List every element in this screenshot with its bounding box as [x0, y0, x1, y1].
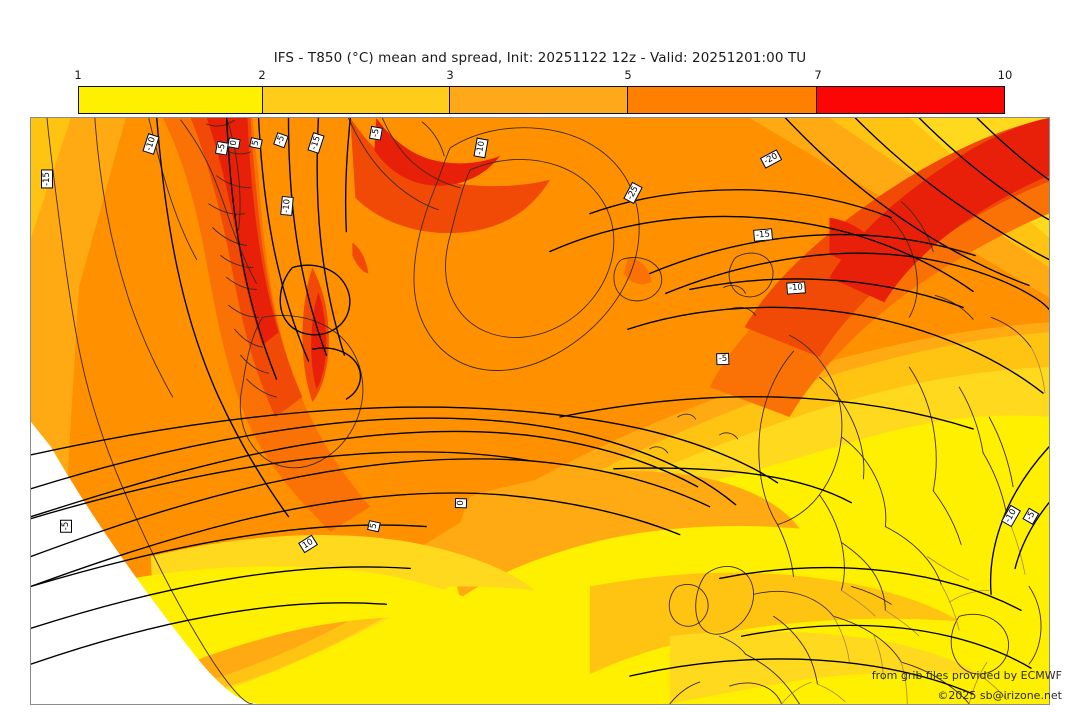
colorbar-segments	[78, 86, 1005, 114]
colorbar-segment-3-5	[450, 87, 628, 113]
colorbar-segment-2-3	[262, 87, 451, 113]
attribution-source: from grib files provided by ECMWF	[871, 669, 1062, 682]
colorbar-tick-7: 7	[814, 68, 822, 82]
colorbar-segment-5-7	[627, 87, 818, 113]
colorbar-segment-7-10	[817, 87, 1004, 113]
colorbar-tick-1: 1	[74, 68, 82, 82]
contour-layer	[31, 118, 1049, 695]
colorbar-segment-1-2	[79, 87, 263, 113]
spread-fill-layer	[31, 118, 1049, 704]
colorbar-tick-2: 2	[258, 68, 266, 82]
colorbar-tick-10: 10	[997, 68, 1013, 82]
map-frame: -15 -10 -5 0 5 -5 -5 -10 -15 -10 -25 -20 -15 -10 -5 0 5 1…	[30, 117, 1050, 705]
attribution-copyright: ©2025 sb@irizone.net	[937, 689, 1062, 702]
colorbar	[78, 86, 1005, 114]
page-title: IFS - T850 (°C) mean and spread, Init: 2…	[273, 50, 807, 66]
colorbar-tick-5: 5	[624, 68, 632, 82]
coastline-layer	[46, 118, 1042, 704]
border-layer	[781, 347, 1046, 704]
colorbar-tick-3: 3	[446, 68, 454, 82]
map-canvas	[31, 118, 1049, 704]
colorbar-tick-labels: 1 2 3 5 7 10	[74, 68, 1012, 84]
